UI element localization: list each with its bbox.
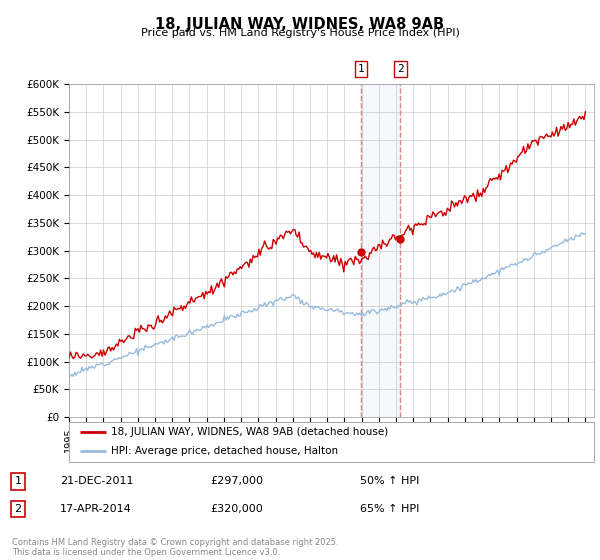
Text: 2: 2 (397, 64, 404, 74)
Text: 50% ↑ HPI: 50% ↑ HPI (360, 476, 419, 486)
Bar (361, 84, 400, 417)
Text: 65% ↑ HPI: 65% ↑ HPI (360, 504, 419, 514)
Text: HPI: Average price, detached house, Halton: HPI: Average price, detached house, Halt… (111, 446, 338, 456)
Text: 18, JULIAN WAY, WIDNES, WA8 9AB: 18, JULIAN WAY, WIDNES, WA8 9AB (155, 17, 445, 32)
Text: Price paid vs. HM Land Registry's House Price Index (HPI): Price paid vs. HM Land Registry's House … (140, 28, 460, 38)
Text: 21-DEC-2011: 21-DEC-2011 (60, 476, 133, 486)
Text: £320,000: £320,000 (210, 504, 263, 514)
Text: 2: 2 (14, 504, 22, 514)
Text: £297,000: £297,000 (210, 476, 263, 486)
Text: 1: 1 (358, 64, 364, 74)
Text: 1: 1 (14, 476, 22, 486)
FancyBboxPatch shape (69, 422, 594, 462)
Text: 17-APR-2014: 17-APR-2014 (60, 504, 132, 514)
Text: 18, JULIAN WAY, WIDNES, WA8 9AB (detached house): 18, JULIAN WAY, WIDNES, WA8 9AB (detache… (111, 427, 388, 437)
Text: Contains HM Land Registry data © Crown copyright and database right 2025.
This d: Contains HM Land Registry data © Crown c… (12, 538, 338, 557)
